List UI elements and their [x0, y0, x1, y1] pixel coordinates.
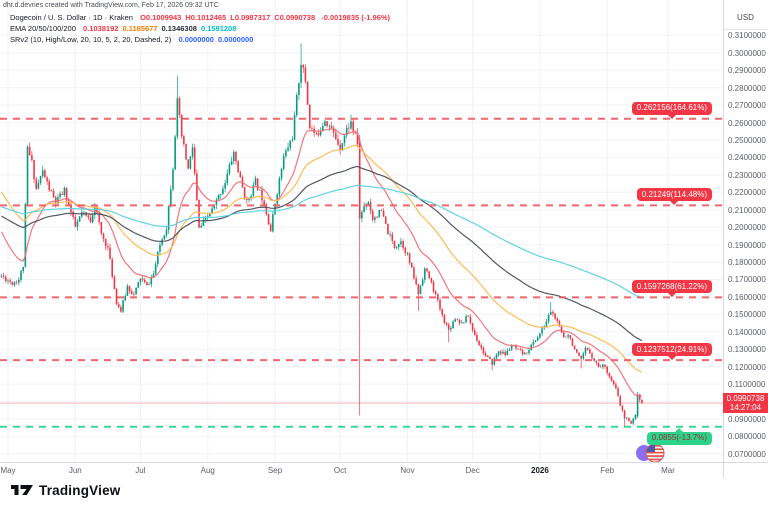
- tradingview-logo-mark: [11, 485, 33, 495]
- tradingview-logo[interactable]: TradingView: [10, 482, 120, 498]
- last-price-value: 0.0990738: [726, 394, 765, 404]
- price-tick-label: 0.1100000: [728, 380, 766, 390]
- price-tick-label: 0.1200000: [728, 362, 766, 372]
- time-tick-label: Aug: [200, 466, 215, 475]
- tradingview-logo-text: TradingView: [39, 482, 121, 498]
- time-tick-label: Jul: [135, 466, 146, 475]
- srv2-values: 0.0000000 0.0000000: [178, 35, 257, 44]
- srv2-level-badge: 0.262156(164.61%): [631, 101, 712, 119]
- ohlc-value: H0.1012465: [185, 13, 227, 22]
- price-tick-label: 0.1900000: [728, 240, 766, 250]
- indicator-value: 0.1346308: [161, 24, 197, 33]
- indicator-value: 0.1591208: [200, 24, 237, 33]
- price-tick-label: 0.0900000: [728, 414, 766, 424]
- price-axis-border: [723, 0, 724, 478]
- price-tick-label: 0.2400000: [728, 153, 766, 163]
- srv2-level-badge: 0.1237512(24.91%): [631, 343, 712, 361]
- ema-values: 0.1038192 0.1165677 0.1346308 0.1591208: [83, 24, 240, 33]
- indicator-value: 0.0000000: [178, 35, 214, 44]
- change-value: -0.0019835 (-1.96%): [321, 13, 391, 22]
- price-tick-label: 0.0800000: [728, 432, 766, 442]
- ohlc-values: O0.1009943 H0.1012465 L0.0987317 C0.0990738: [140, 13, 319, 22]
- price-tick-label: 0.0700000: [728, 449, 766, 459]
- srv2-indicator-title: SRv2 (10, High/Low, 20, 10, 5, 2, 20, Da…: [10, 35, 172, 44]
- time-tick-label: Feb: [600, 466, 615, 475]
- symbol-title: Dogecoin / U. S. Dollar · 1D · Kraken: [10, 13, 133, 22]
- price-tick-label: 0.2100000: [728, 205, 766, 215]
- price-tick-label: 0.2900000: [728, 66, 766, 76]
- ohlc-value: C0.0990738: [274, 13, 316, 22]
- price-tick-label: 0.2000000: [728, 223, 766, 233]
- bar-countdown: 14:27:04: [729, 403, 762, 413]
- price-tick-label: 0.2300000: [728, 170, 766, 180]
- price-tick-label: 0.2700000: [728, 101, 766, 111]
- usd-pair-flag-icon: [636, 443, 665, 463]
- indicator-value: 0.1165677: [122, 24, 158, 33]
- time-tick-label: Jun: [68, 466, 82, 475]
- srv2-level-badge: 0.21249(114.48%): [636, 188, 712, 206]
- time-tick-label: May: [0, 466, 16, 475]
- ohlc-value: L0.0987317: [230, 13, 271, 22]
- price-tick-label: 0.2500000: [728, 135, 766, 145]
- watermark-text: dhr.d.devries created with TradingView.c…: [3, 2, 219, 9]
- price-tick-label: 0.1300000: [728, 345, 766, 355]
- price-tick-label: 0.1600000: [728, 292, 766, 302]
- time-axis-border: [0, 462, 768, 463]
- indicator-value: 0.1038192: [82, 24, 119, 33]
- price-tick-label: 0.2200000: [728, 188, 766, 198]
- badge-pointer: [667, 356, 676, 364]
- srv2-level-badge: 0.1597268(61.22%): [631, 280, 712, 298]
- price-tick-label: 0.3100000: [728, 31, 766, 41]
- time-tick-label: Oct: [333, 466, 347, 475]
- ohlc-value: O0.1009943: [140, 13, 182, 22]
- srv2-level-badge: 0.0855(-13.7%): [646, 427, 712, 445]
- badge-pointer: [675, 424, 684, 432]
- currency-label: USD: [737, 13, 754, 22]
- price-tick-label: 0.2800000: [728, 83, 766, 93]
- price-tick-label: 0.2600000: [728, 118, 766, 128]
- price-tick-label: 0.1700000: [728, 275, 766, 285]
- price-tick-label: 0.1800000: [728, 258, 766, 268]
- indicator-value: 0.0000000: [217, 35, 254, 44]
- time-tick-label: Sep: [267, 466, 283, 475]
- badge-pointer: [667, 293, 676, 301]
- ema-legend-row[interactable]: EMA 20/50/100/200 0.1038192 0.1165677 0.13…: [10, 24, 240, 33]
- badge-pointer: [670, 201, 679, 209]
- price-tick-label: 0.3000000: [728, 48, 766, 58]
- time-tick-label: Dec: [465, 466, 480, 475]
- last-price-label: 0.0990738 14:27:04: [723, 393, 768, 414]
- time-tick-label: Nov: [400, 466, 415, 475]
- currency-separator: [723, 29, 768, 30]
- time-tick-label: 2026: [530, 466, 549, 475]
- badge-pointer: [667, 114, 676, 123]
- srv2-legend-row[interactable]: SRv2 (10, High/Low, 20, 10, 5, 2, 20, Da…: [10, 35, 257, 44]
- price-tick-label: 0.1500000: [728, 310, 766, 320]
- symbol-legend-row[interactable]: Dogecoin / U. S. Dollar · 1D · Kraken O0…: [10, 13, 394, 22]
- price-tick-label: 0.1400000: [728, 327, 766, 337]
- time-tick-label: Mar: [661, 466, 675, 475]
- ema-indicator-title: EMA 20/50/100/200: [10, 24, 76, 33]
